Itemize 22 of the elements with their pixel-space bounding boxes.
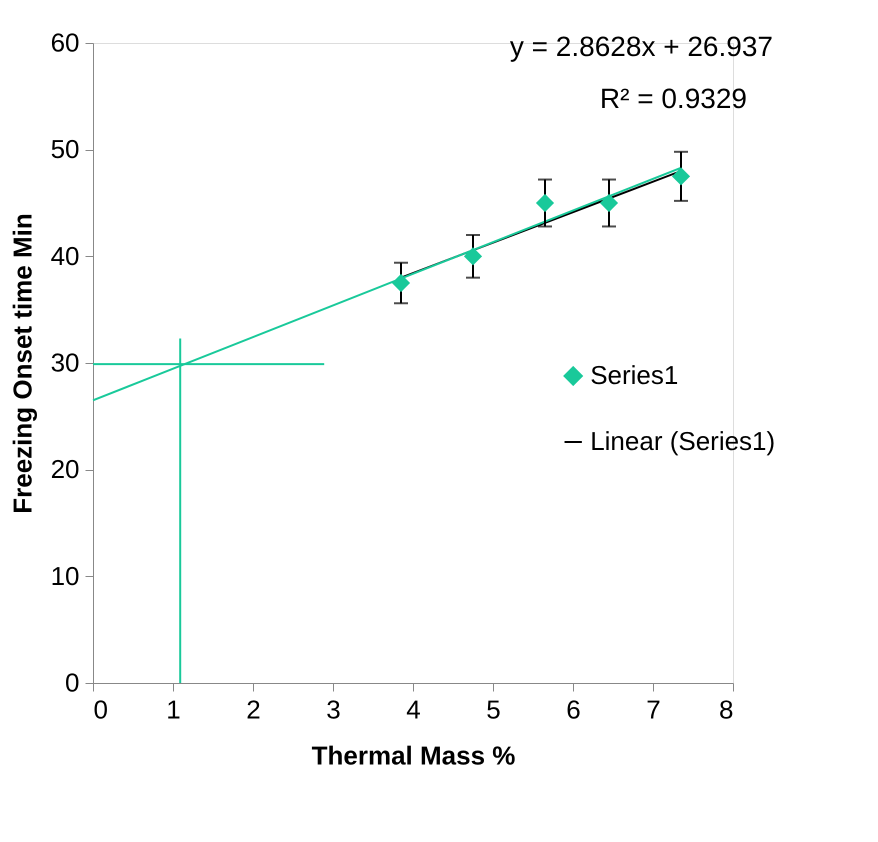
- x-tick-label: 4: [406, 694, 421, 724]
- y-tick-label: 0: [65, 668, 80, 698]
- y-tick-label: 30: [50, 348, 80, 378]
- legend-label: Series1: [590, 360, 678, 390]
- x-tick-label: 2: [246, 694, 261, 724]
- x-tick-label: 7: [646, 694, 661, 724]
- y-tick-label: 10: [50, 560, 80, 591]
- x-tick-label: 3: [326, 694, 341, 724]
- x-tick-label: 0: [94, 694, 108, 724]
- x-tick-label: 5: [486, 694, 501, 724]
- x-tick-label: 6: [566, 694, 581, 724]
- x-tick-label: 8: [719, 694, 734, 724]
- x-axis-title: Thermal Mass %: [312, 740, 516, 770]
- annotation: R² = 0.9329: [600, 83, 747, 114]
- x-tick-label: 1: [166, 694, 181, 724]
- legend-label: Linear (Series1): [590, 426, 776, 456]
- y-axis-title: Freezing Onset time Min: [8, 213, 38, 514]
- y-tick-label: 20: [50, 454, 80, 484]
- y-tick-label: 40: [50, 240, 80, 271]
- y-tick-label: 60: [50, 28, 80, 58]
- y-tick-label: 50: [50, 134, 80, 164]
- annotation: y = 2.8628x + 26.937: [510, 31, 773, 62]
